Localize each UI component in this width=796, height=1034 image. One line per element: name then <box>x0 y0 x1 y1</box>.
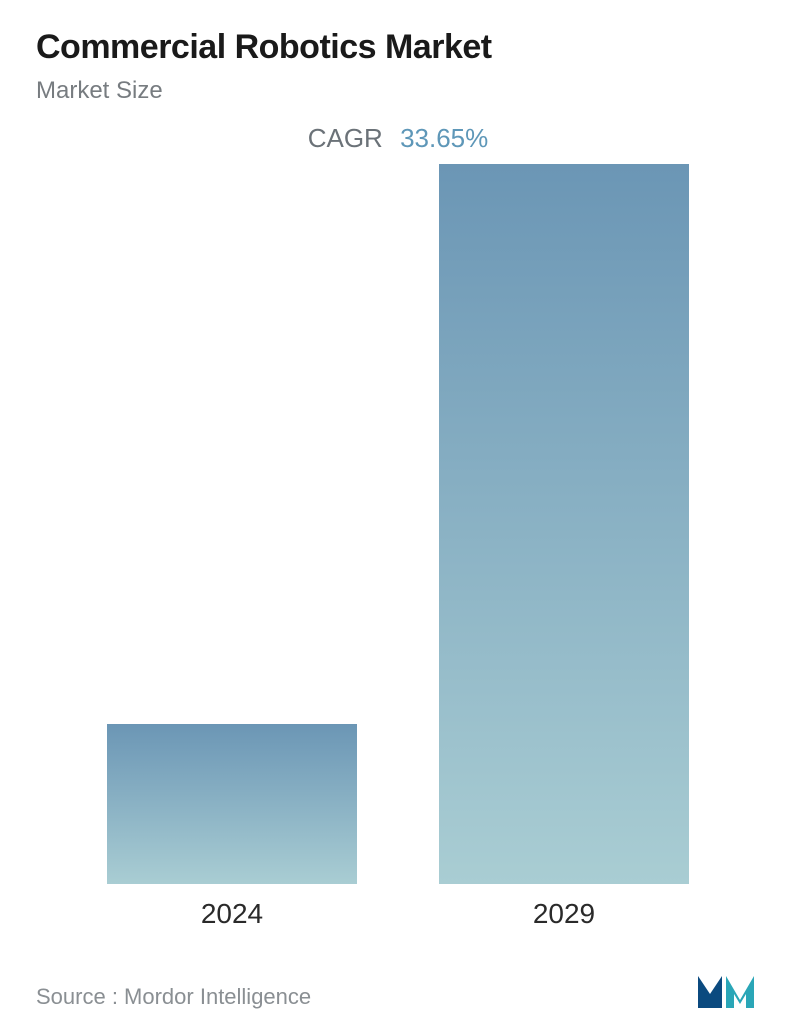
cagr-value: 33.65% <box>400 123 488 153</box>
page-subtitle: Market Size <box>36 77 760 105</box>
cagr-row: CAGR 33.65% <box>36 123 760 154</box>
bar-1 <box>439 164 689 884</box>
chart-area: 2024 2029 <box>36 164 760 944</box>
footer: Source : Mordor Intelligence <box>36 964 760 1010</box>
cagr-label: CAGR <box>308 123 383 153</box>
source-text: Source : Mordor Intelligence <box>36 984 311 1010</box>
brand-logo-icon <box>696 970 760 1010</box>
bars-wrap <box>36 164 760 884</box>
bar-label-0: 2024 <box>107 884 357 944</box>
labels-row: 2024 2029 <box>36 884 760 944</box>
bar-label-1: 2029 <box>439 884 689 944</box>
bar-slot-1 <box>439 164 689 884</box>
bar-slot-0 <box>107 164 357 884</box>
page-title: Commercial Robotics Market <box>36 28 760 67</box>
chart-container: Commercial Robotics Market Market Size C… <box>0 0 796 1034</box>
bar-0 <box>107 724 357 884</box>
